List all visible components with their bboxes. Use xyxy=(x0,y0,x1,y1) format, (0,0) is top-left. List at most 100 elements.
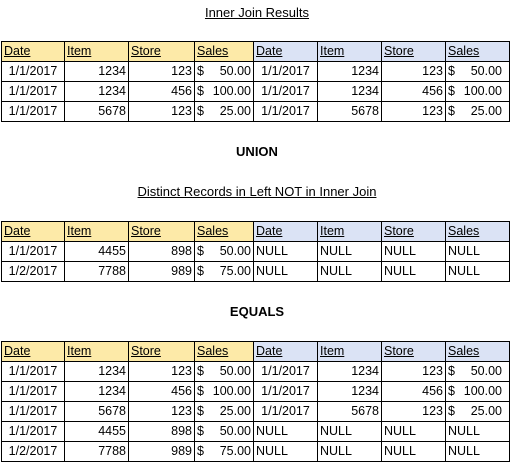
column-header-item: Item xyxy=(64,221,129,242)
column-header-date: Date xyxy=(1,41,65,62)
cell-item: 1234 xyxy=(317,361,382,382)
cell-date: 1/1/2017 xyxy=(253,381,318,402)
cell-store: 898 xyxy=(128,241,195,262)
amount: 25.00 xyxy=(219,404,251,418)
amount: 25.00 xyxy=(470,404,502,418)
cell-sales: $25.00 xyxy=(445,101,510,122)
column-header-store: Store xyxy=(128,341,195,362)
inner-join-table: Date Item Store Sales Date Item Store Sales 1/1/… xyxy=(1,41,510,122)
column-header-store: Store xyxy=(381,41,446,62)
cell-item: 5678 xyxy=(317,401,382,422)
amount: 50.00 xyxy=(219,64,251,78)
table-row: 1/1/2017 4455 898 $50.00 NULL NULL NULL NULL xyxy=(1,421,510,442)
cell-sales: $75.00 xyxy=(194,261,254,282)
column-header-date: Date xyxy=(1,221,65,242)
amount: 25.00 xyxy=(219,104,251,118)
cell-item: 1234 xyxy=(64,81,129,102)
column-header-sales: Sales xyxy=(194,341,254,362)
currency-symbol: $ xyxy=(448,404,455,418)
amount: 75.00 xyxy=(219,264,251,278)
cell-item: 4455 xyxy=(64,241,129,262)
currency-symbol: $ xyxy=(197,384,204,398)
column-header-date: Date xyxy=(253,341,318,362)
cell-date: 1/2/2017 xyxy=(1,441,65,462)
cell-date: 1/1/2017 xyxy=(1,101,65,122)
cell-date: 1/1/2017 xyxy=(1,421,65,442)
amount: 100.00 xyxy=(463,384,502,398)
currency-symbol: $ xyxy=(197,404,204,418)
column-header-date: Date xyxy=(1,341,65,362)
equals-caption: EQUALS xyxy=(229,304,285,319)
cell-store: 456 xyxy=(381,81,446,102)
cell-date: NULL xyxy=(253,241,318,262)
currency-symbol: $ xyxy=(197,264,204,278)
table-row: 1/1/2017 4455 898 $50.00 NULL NULL NULL NULL xyxy=(1,241,510,262)
cell-item: 7788 xyxy=(64,261,129,282)
distinct-caption: Distinct Records in Left NOT in Inner Jo… xyxy=(137,184,377,199)
cell-date: 1/1/2017 xyxy=(253,361,318,382)
column-header-sales: Sales xyxy=(445,221,510,242)
column-header-store: Store xyxy=(128,221,195,242)
cell-sales: $50.00 xyxy=(194,241,254,262)
cell-item: 1234 xyxy=(317,81,382,102)
cell-store: 123 xyxy=(128,101,195,122)
amount: 50.00 xyxy=(219,424,251,438)
table-row: 1/2/2017 7788 989 $75.00 NULL NULL NULL NULL xyxy=(1,441,510,462)
currency-symbol: $ xyxy=(197,84,204,98)
distinct-table: Date Item Store Sales Date Item Store Sales 1/1/… xyxy=(1,221,510,282)
amount: 25.00 xyxy=(470,104,502,118)
cell-date: 1/2/2017 xyxy=(1,261,65,282)
cell-date: 1/1/2017 xyxy=(1,381,65,402)
cell-store: 123 xyxy=(128,361,195,382)
column-header-store: Store xyxy=(128,41,195,62)
header-row: Date Item Store Sales Date Item Store Sales xyxy=(1,341,510,362)
amount: 75.00 xyxy=(219,444,251,458)
cell-store: 456 xyxy=(128,381,195,402)
column-header-store: Store xyxy=(381,221,446,242)
amount: 100.00 xyxy=(212,384,251,398)
cell-store: 123 xyxy=(381,401,446,422)
cell-sales: $50.00 xyxy=(194,61,254,82)
table-row: 1/1/2017 1234 123 $50.00 1/1/2017 1234 123 $50.… xyxy=(1,361,510,382)
currency-symbol: $ xyxy=(448,364,455,378)
table-row: 1/1/2017 1234 456 $100.00 1/1/2017 1234 456 $10… xyxy=(1,81,510,102)
cell-item: NULL xyxy=(317,441,382,462)
cell-date: 1/1/2017 xyxy=(1,401,65,422)
cell-item: 4455 xyxy=(64,421,129,442)
cell-store: 123 xyxy=(381,61,446,82)
currency-symbol: $ xyxy=(197,64,204,78)
cell-sales: $25.00 xyxy=(194,401,254,422)
currency-symbol: $ xyxy=(448,104,455,118)
cell-item: NULL xyxy=(317,241,382,262)
table-row: 1/2/2017 7788 989 $75.00 NULL NULL NULL NULL xyxy=(1,261,510,282)
cell-date: NULL xyxy=(253,261,318,282)
cell-sales: $75.00 xyxy=(194,441,254,462)
cell-store: 989 xyxy=(128,261,195,282)
currency-symbol: $ xyxy=(197,244,204,258)
cell-item: 1234 xyxy=(317,381,382,402)
header-row: Date Item Store Sales Date Item Store Sales xyxy=(1,221,510,242)
cell-item: 7788 xyxy=(64,441,129,462)
amount: 50.00 xyxy=(219,244,251,258)
column-header-item: Item xyxy=(317,41,382,62)
cell-item: 5678 xyxy=(64,401,129,422)
column-header-item: Item xyxy=(317,341,382,362)
cell-store: 123 xyxy=(128,61,195,82)
cell-store: NULL xyxy=(381,241,446,262)
cell-sales: NULL xyxy=(445,261,510,282)
cell-date: 1/1/2017 xyxy=(253,101,318,122)
cell-store: NULL xyxy=(381,441,446,462)
cell-date: 1/1/2017 xyxy=(253,61,318,82)
column-header-item: Item xyxy=(317,221,382,242)
cell-sales: $50.00 xyxy=(194,361,254,382)
currency-symbol: $ xyxy=(197,424,204,438)
cell-item: 1234 xyxy=(317,61,382,82)
table-row: 1/1/2017 1234 456 $100.00 1/1/2017 1234 456 $10… xyxy=(1,381,510,402)
equals-table: Date Item Store Sales Date Item Store Sales 1/1/… xyxy=(1,341,510,462)
table-row: 1/1/2017 5678 123 $25.00 1/1/2017 5678 123 $25.… xyxy=(1,101,510,122)
cell-sales: $50.00 xyxy=(445,61,510,82)
cell-sales: $50.00 xyxy=(445,361,510,382)
cell-sales: NULL xyxy=(445,421,510,442)
cell-sales: $100.00 xyxy=(194,381,254,402)
amount: 50.00 xyxy=(219,364,251,378)
